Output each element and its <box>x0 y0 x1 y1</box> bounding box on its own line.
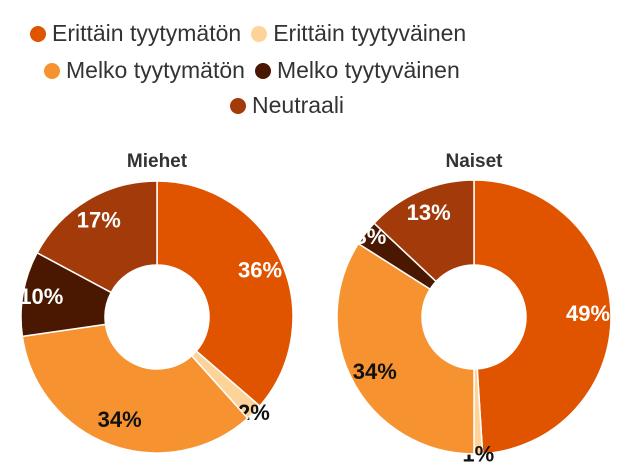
data-label: 13% <box>407 200 451 225</box>
data-label: 10% <box>19 284 63 309</box>
donut-naiset: 49%1%34%3%13% <box>336 179 612 466</box>
slice-neutraali <box>36 180 158 294</box>
legend-swatch <box>44 62 60 79</box>
legend-label: Erittäin tyytyväinen <box>273 20 467 46</box>
slice-neutraali <box>373 179 475 283</box>
legend-row-3: Neutraali <box>230 92 354 119</box>
legend-item-melko-tyytyvainen: Melko tyytyväinen <box>254 57 460 84</box>
legend-swatch <box>254 62 271 79</box>
slice-erittain-tyytymaton <box>473 179 612 455</box>
legend-label: Melko tyytyväinen <box>276 57 460 83</box>
chart-title-miehet: Miehet <box>127 151 188 172</box>
data-label: 17% <box>77 207 121 232</box>
legend-item-neutraali: Neutraali <box>230 92 344 119</box>
legend-item-erittain-tyytyvainen: Erittäin tyytyväinen <box>251 20 466 47</box>
donut-miehet: 36%2%34%10%17% <box>19 180 294 454</box>
legend-item-erittain-tyytymaton: Erittäin tyytymätön <box>30 20 241 47</box>
legend-swatch <box>230 97 246 114</box>
legend-item-melko-tyytymaton: Melko tyytymätön <box>44 57 245 84</box>
data-label: 49% <box>566 301 610 326</box>
data-label: 34% <box>98 407 142 432</box>
legend-label: Erittäin tyytymätön <box>52 20 242 46</box>
chart-title-naiset: Naiset <box>445 151 503 172</box>
slice-melko-tyytymaton <box>336 242 475 455</box>
data-label: 34% <box>353 359 397 384</box>
slice-melko-tyytymaton <box>21 323 249 454</box>
slice-erittain-tyytymaton <box>156 180 294 408</box>
legend-label: Melko tyytymätön <box>66 57 245 83</box>
data-label: 36% <box>238 257 282 282</box>
legend-swatch <box>251 25 268 42</box>
legend-row-1: Erittäin tyytymätön Erittäin tyytyväinen <box>30 20 476 47</box>
legend-row-2: Melko tyytymätön Melko tyytyväinen <box>44 57 470 84</box>
legend-label: Neutraali <box>252 92 345 118</box>
legend-swatch <box>30 25 46 42</box>
